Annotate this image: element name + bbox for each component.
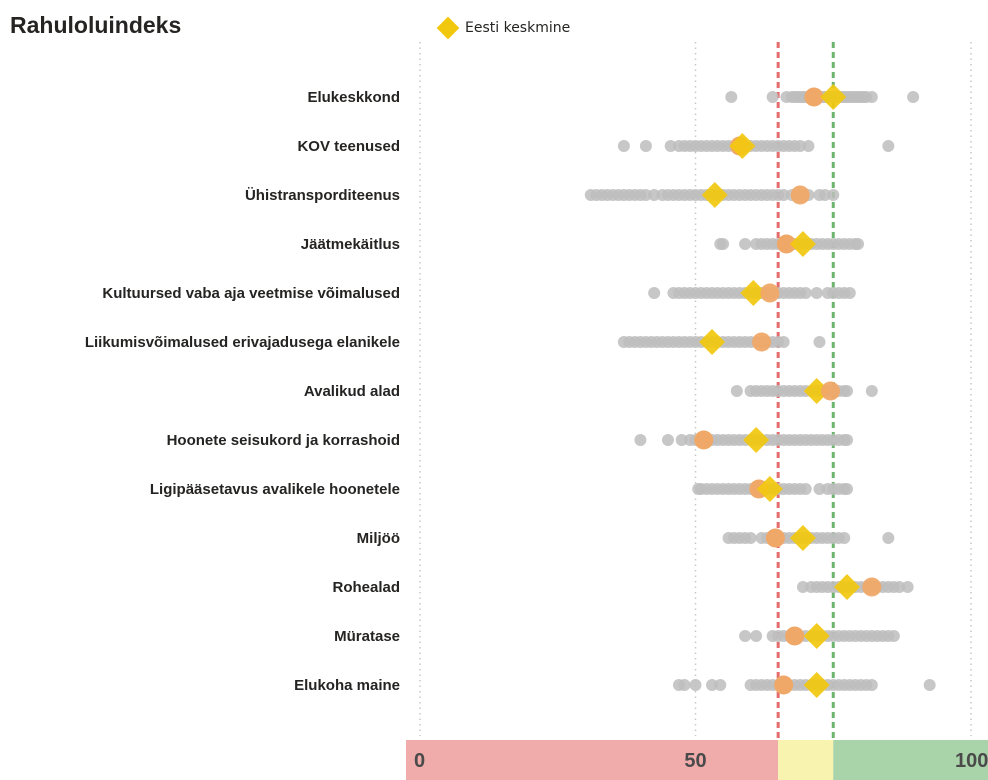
highlight-point[interactable] [862,577,882,597]
data-point[interactable] [675,434,688,446]
average-diamond[interactable] [803,623,830,649]
highlight-point[interactable] [774,675,794,695]
data-point[interactable] [777,336,790,348]
data-point[interactable] [865,679,878,691]
legend[interactable]: Eesti keskmine [436,16,571,40]
data-point[interactable] [777,189,790,201]
chart-title: Rahuloluindeks [10,12,182,38]
highlight-point[interactable] [790,185,810,205]
data-point[interactable] [739,630,752,642]
highlight-point[interactable] [785,626,805,646]
data-point[interactable] [634,434,647,446]
band-0 [406,740,779,780]
average-diamond[interactable] [699,329,726,355]
data-point[interactable] [730,385,743,397]
data-point[interactable] [661,434,674,446]
average-diamond[interactable] [789,525,816,551]
highlight-point[interactable] [694,430,714,450]
data-point[interactable] [818,189,831,201]
row-label: Müratase [334,628,400,645]
data-point[interactable] [796,581,809,593]
row-label: Elukeskkond [307,89,400,106]
average-diamond[interactable] [740,280,767,306]
data-point[interactable] [813,336,826,348]
row-label: Ligipääsetavus avalikele hoonetele [150,481,400,498]
x-tick-label: 50 [684,750,706,772]
data-point[interactable] [639,140,652,152]
data-point[interactable] [766,91,779,103]
row-label: Liikumisvõimalused erivajadusega elanike… [85,334,400,351]
average-diamond[interactable] [743,427,770,453]
highlight-point[interactable] [804,87,824,107]
highlight-point[interactable] [760,283,780,303]
legend-label-eesti-keskmine: Eesti keskmine [465,20,571,36]
data-point[interactable] [648,189,661,201]
data-point[interactable] [744,532,757,544]
data-point[interactable] [865,385,878,397]
data-point[interactable] [843,287,856,299]
data-point[interactable] [893,581,906,593]
average-diamond[interactable] [820,84,847,110]
row-label: Kultuursed vaba aja veetmise võimalused [102,285,400,302]
average-diamond[interactable] [803,672,830,698]
band-2 [833,740,988,780]
data-point[interactable] [639,189,652,201]
data-point[interactable] [678,679,691,691]
data-point[interactable] [810,287,823,299]
data-point[interactable] [739,238,752,250]
data-point[interactable] [725,91,738,103]
data-point[interactable] [841,434,854,446]
row-label: Ühistransporditeenus [245,187,400,204]
data-point[interactable] [664,140,677,152]
row-label: Miljöö [357,530,400,547]
x-tick-label: 0 [414,750,425,772]
highlight-point[interactable] [752,332,772,352]
data-point[interactable] [794,140,807,152]
data-point[interactable] [865,91,878,103]
data-point[interactable] [907,91,920,103]
data-point[interactable] [841,385,854,397]
highlight-point[interactable] [765,528,785,548]
data-point[interactable] [882,532,895,544]
data-point[interactable] [648,287,661,299]
data-point[interactable] [852,238,865,250]
data-point[interactable] [813,483,826,495]
data-point[interactable] [827,189,840,201]
data-point[interactable] [706,679,719,691]
data-point[interactable] [901,581,914,593]
data-point[interactable] [887,630,900,642]
data-point[interactable] [841,483,854,495]
average-diamond[interactable] [756,476,783,502]
row-label: Avalikud alad [304,383,400,400]
data-point[interactable] [923,679,936,691]
x-tick-label: 100 [955,750,988,772]
data-point[interactable] [799,483,812,495]
average-diamond[interactable] [834,574,861,600]
average-diamond[interactable] [701,182,728,208]
data-point[interactable] [617,140,630,152]
average-diamond[interactable] [729,133,756,159]
row-label: Rohealad [332,579,400,596]
highlight-point[interactable] [820,381,840,401]
row-label: Hoonete seisukord ja korrashoid [167,432,400,449]
average-diamond[interactable] [803,378,830,404]
row-label: Jäätmekäitlus [301,236,400,253]
highlight-point[interactable] [776,234,796,254]
data-point[interactable] [882,140,895,152]
data-point[interactable] [717,238,730,250]
row-label: KOV teenused [297,138,400,155]
band-1 [778,740,834,780]
data-point[interactable] [750,630,763,642]
data-point[interactable] [714,679,727,691]
data-point[interactable] [799,287,812,299]
data-point[interactable] [689,679,702,691]
data-point[interactable] [838,532,851,544]
row-label: Elukoha maine [294,677,400,694]
data-point[interactable] [802,140,815,152]
average-diamond[interactable] [789,231,816,257]
